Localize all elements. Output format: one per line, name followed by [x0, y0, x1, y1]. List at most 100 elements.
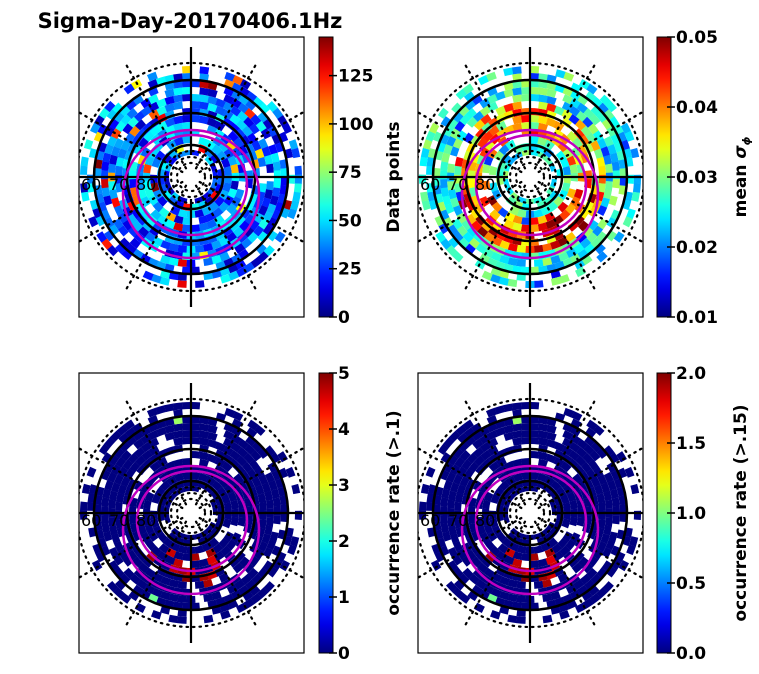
mlt-gridline [463, 63, 527, 170]
heatmap-bin [521, 472, 531, 480]
heatmap-bin [261, 146, 272, 157]
heatmap-bin [149, 461, 161, 473]
heatmap-bin [478, 253, 490, 264]
heatmap-bin [575, 232, 588, 244]
heatmap-bin [182, 416, 192, 424]
heatmap-bin [148, 147, 159, 159]
heatmap-bin [441, 488, 451, 499]
heatmap-bin [564, 231, 577, 243]
polar-plot-area [79, 47, 304, 307]
heatmap-bin [530, 402, 540, 410]
heatmap-bin [148, 101, 160, 112]
heatmap-bin [561, 109, 573, 120]
colorbar-tick-label: 1 [338, 588, 350, 608]
heatmap-bin [198, 472, 209, 483]
heatmap-bin [587, 123, 599, 135]
heatmap-bin [168, 242, 179, 252]
heatmap-bin [172, 558, 184, 568]
heatmap-bin [267, 230, 278, 242]
heatmap-bin [613, 123, 624, 135]
heatmap-bin [542, 593, 553, 603]
heatmap-bin [538, 430, 549, 439]
heatmap-bin [606, 125, 617, 138]
mlt-gridline [124, 399, 188, 506]
heatmap-bin [577, 220, 590, 232]
heatmap-bin [261, 533, 271, 544]
heatmap-bin [546, 95, 557, 106]
heatmap-bin [612, 179, 620, 189]
heatmap-bin [109, 154, 118, 165]
heatmap-bin [537, 558, 548, 568]
heatmap-bin [143, 583, 155, 595]
heatmap-bin [619, 513, 627, 523]
heatmap-bin [80, 183, 89, 193]
heatmap-bin [468, 573, 480, 585]
mlt-gridline [418, 516, 523, 579]
heatmap-bin [530, 94, 540, 102]
heatmap-bin [443, 479, 453, 491]
heatmap-bin [561, 101, 573, 112]
heatmap-bin [475, 464, 487, 476]
heatmap-bin [280, 513, 288, 523]
heatmap-bin [223, 502, 232, 512]
heatmap-bin [598, 501, 606, 512]
heatmap-bin [545, 555, 557, 566]
heatmap-bin [148, 437, 160, 448]
heatmap-bin [546, 431, 557, 442]
heatmap-bin [579, 237, 592, 249]
heatmap-bin [533, 259, 544, 267]
heatmap-bin [144, 524, 155, 535]
heatmap-bin [530, 136, 539, 144]
heatmap-bin [160, 576, 171, 586]
heatmap-bin [552, 550, 564, 562]
heatmap-bin [111, 482, 121, 493]
heatmap-bin [94, 512, 102, 522]
heatmap-bin [577, 584, 589, 596]
heatmap-bin [287, 208, 297, 220]
heatmap-bin [597, 138, 608, 150]
pole-disk [508, 491, 552, 535]
heatmap-bin [573, 464, 585, 476]
heatmap-bin [237, 102, 249, 114]
heatmap-bin [478, 589, 490, 600]
heatmap-bin [238, 94, 250, 106]
heatmap-bin [516, 545, 527, 554]
heatmap-bin [160, 254, 171, 265]
heatmap-bin [569, 163, 578, 174]
heatmap-bin [557, 477, 569, 489]
heatmap-bin [545, 219, 557, 230]
heatmap-bin [150, 274, 162, 284]
heatmap-bin [433, 503, 441, 513]
heatmap-bin [446, 135, 457, 147]
heatmap-bin [458, 441, 470, 453]
heatmap-bin [243, 226, 255, 238]
heatmap-bin [254, 148, 265, 159]
heatmap-bin [557, 141, 569, 153]
heatmap-bin [498, 480, 510, 491]
heatmap-bin [516, 259, 526, 267]
heatmap-bin [234, 550, 246, 562]
heatmap-bin [565, 475, 577, 487]
heatmap-bin [122, 459, 134, 471]
heatmap-bin [603, 490, 612, 501]
heatmap-bin [512, 423, 522, 432]
heatmap-bin [584, 427, 597, 439]
heatmap-bin [569, 516, 578, 527]
heatmap-bin [458, 105, 470, 117]
heatmap-bin [191, 94, 201, 102]
heatmap-bin [233, 473, 245, 485]
heatmap-bin [456, 212, 468, 224]
heatmap-bin [232, 562, 244, 574]
heatmap-bin [449, 128, 461, 140]
heatmap-bin [207, 439, 218, 449]
heatmap-bin [113, 587, 125, 599]
heatmap-bin [139, 253, 151, 264]
heatmap-bin [626, 544, 636, 556]
colorbar-tick-label: 4 [338, 420, 350, 440]
heatmap-bin [243, 598, 255, 609]
colorbar-tick-label: 2.0 [676, 364, 706, 384]
heatmap-bin [272, 161, 281, 171]
heatmap-bin [264, 525, 273, 536]
heatmap-bin [142, 270, 154, 281]
heatmap-bin [132, 430, 144, 442]
